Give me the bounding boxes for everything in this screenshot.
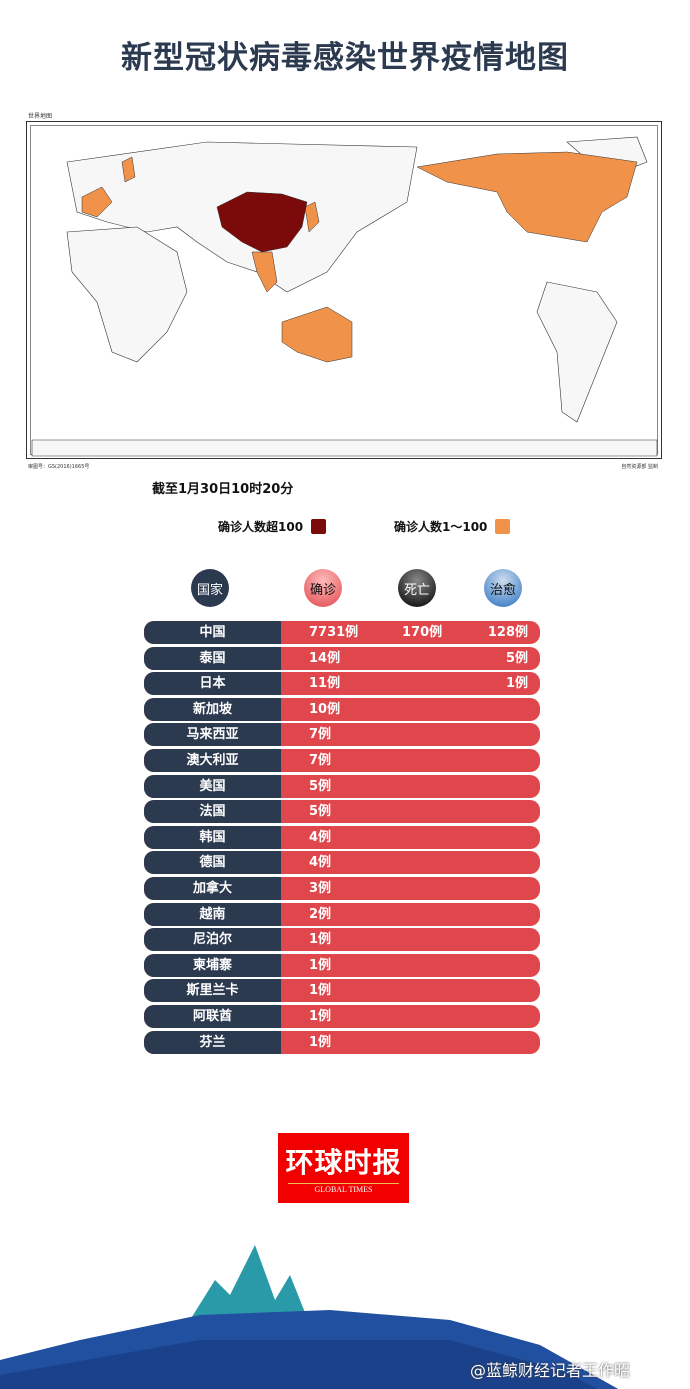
map-publisher: 自然资源部 监制 — [621, 464, 658, 470]
legend-label: 确诊人数超100 — [218, 520, 304, 534]
land-south-america — [536, 281, 618, 423]
country-cell: 阿联酋 — [144, 1005, 281, 1028]
country-cell: 尼泊尔 — [144, 928, 281, 952]
table-row: 越南 2例 — [144, 902, 540, 926]
table-row: 澳大利亚 7例 — [144, 749, 540, 772]
land-africa — [66, 226, 188, 363]
legend-swatch — [495, 519, 511, 534]
country-cell: 加拿大 — [144, 877, 281, 900]
table-row: 加拿大 3例 — [144, 877, 540, 900]
header-confirmed: 确诊 — [304, 569, 342, 607]
country-cell: 新加坡 — [144, 697, 281, 721]
table-row: 斯里兰卡 1例 — [144, 979, 540, 1003]
country-finland — [121, 156, 136, 183]
watermark: @蓝鲸财经记者王作昭 — [470, 1361, 631, 1380]
confirmed-cell: 1例 — [309, 932, 332, 948]
table-row: 尼泊尔 1例 — [144, 928, 540, 952]
country-cell: 马来西亚 — [144, 723, 281, 747]
country-china — [216, 191, 308, 253]
country-cell: 斯里兰卡 — [144, 979, 281, 1003]
map-label: 世界地图 — [28, 113, 53, 120]
country-cell: 德国 — [144, 851, 281, 875]
global-times-logo: 环球时报 GLOBAL TIMES — [278, 1133, 409, 1203]
confirmed-cell: 4例 — [309, 855, 332, 871]
header-recovered: 治愈 — [484, 569, 522, 607]
page-title: 新型冠状病毒感染世界疫情地图 — [121, 40, 569, 76]
as-of-time: 截至1月30日10时20分 — [152, 482, 294, 497]
table-row: 韩国 4例 — [144, 825, 540, 849]
country-cell: 中国 — [144, 621, 281, 644]
table-row: 泰国 14例 5例 — [144, 646, 540, 670]
table-row: 芬兰 1例 — [144, 1030, 540, 1054]
table-row: 美国 5例 — [144, 774, 540, 798]
country-cell: 芬兰 — [144, 1030, 281, 1054]
country-cell: 法国 — [144, 800, 281, 824]
country-se-asia — [251, 251, 278, 293]
country-cell: 日本 — [144, 672, 281, 696]
country-usa-canada — [416, 151, 638, 243]
country-cell: 澳大利亚 — [144, 749, 281, 772]
table-row: 阿联酋 1例 — [144, 1005, 540, 1028]
deaths-cell: 170例 — [402, 625, 443, 640]
country-australia — [281, 306, 353, 363]
recovered-cell: 5例 — [505, 650, 528, 666]
confirmed-cell: 2例 — [309, 906, 332, 922]
recovered-cell: 1例 — [505, 676, 528, 692]
legend-swatch — [311, 519, 327, 534]
confirmed-cell: 1例 — [309, 957, 332, 973]
table-row: 法国 5例 — [144, 800, 540, 824]
table-row: 日本 11例 1例 — [144, 672, 540, 696]
waves-mountains-artwork — [0, 1245, 619, 1389]
legend-label: 确诊人数1～100 — [394, 520, 488, 534]
header-deaths: 死亡 — [398, 569, 436, 607]
confirmed-cell: 4例 — [309, 829, 332, 845]
confirmed-1-100 — [81, 151, 638, 363]
world-map — [26, 121, 662, 459]
confirmed-cell: 7例 — [309, 727, 332, 743]
confirmed-cell: 14例 — [309, 650, 341, 666]
confirmed-cell: 7例 — [309, 753, 332, 768]
confirmed-cell: 1例 — [309, 1009, 332, 1024]
country-cell: 韩国 — [144, 825, 281, 849]
confirmed-cell: 1例 — [309, 1034, 332, 1050]
legend-over-100: 确诊人数超100 — [218, 518, 327, 535]
confirmed-cell: 5例 — [309, 778, 332, 794]
country-cell: 柬埔寨 — [144, 953, 281, 977]
table-row: 马来西亚 7例 — [144, 723, 540, 747]
land-antarctica — [31, 439, 658, 457]
confirmed-cell: 1例 — [309, 983, 332, 999]
confirmed-cell: 10例 — [309, 701, 341, 717]
confirmed-cell: 3例 — [309, 881, 332, 896]
country-cell: 越南 — [144, 902, 281, 926]
confirmed-cell: 11例 — [309, 676, 341, 692]
recovered-cell: 128例 — [487, 625, 528, 640]
legend-1-100: 确诊人数1～100 — [394, 518, 511, 535]
table-row: 新加坡 10例 — [144, 697, 540, 721]
confirmed-cell: 7731例 — [309, 625, 359, 640]
country-cell: 美国 — [144, 774, 281, 798]
country-europe — [81, 186, 113, 218]
header-country: 国家 — [191, 569, 229, 607]
country-japan — [304, 201, 320, 233]
confirmed-cell: 5例 — [309, 804, 332, 820]
map-approval: 审图号：GS(2016)1665号 — [28, 464, 90, 470]
country-cell: 泰国 — [144, 646, 281, 670]
table-row: 德国 4例 — [144, 851, 540, 875]
table-row: 柬埔寨 1例 — [144, 953, 540, 977]
world-map-graphic — [31, 136, 658, 457]
table-row: 中国 7731例 170例 128例 — [144, 621, 540, 644]
